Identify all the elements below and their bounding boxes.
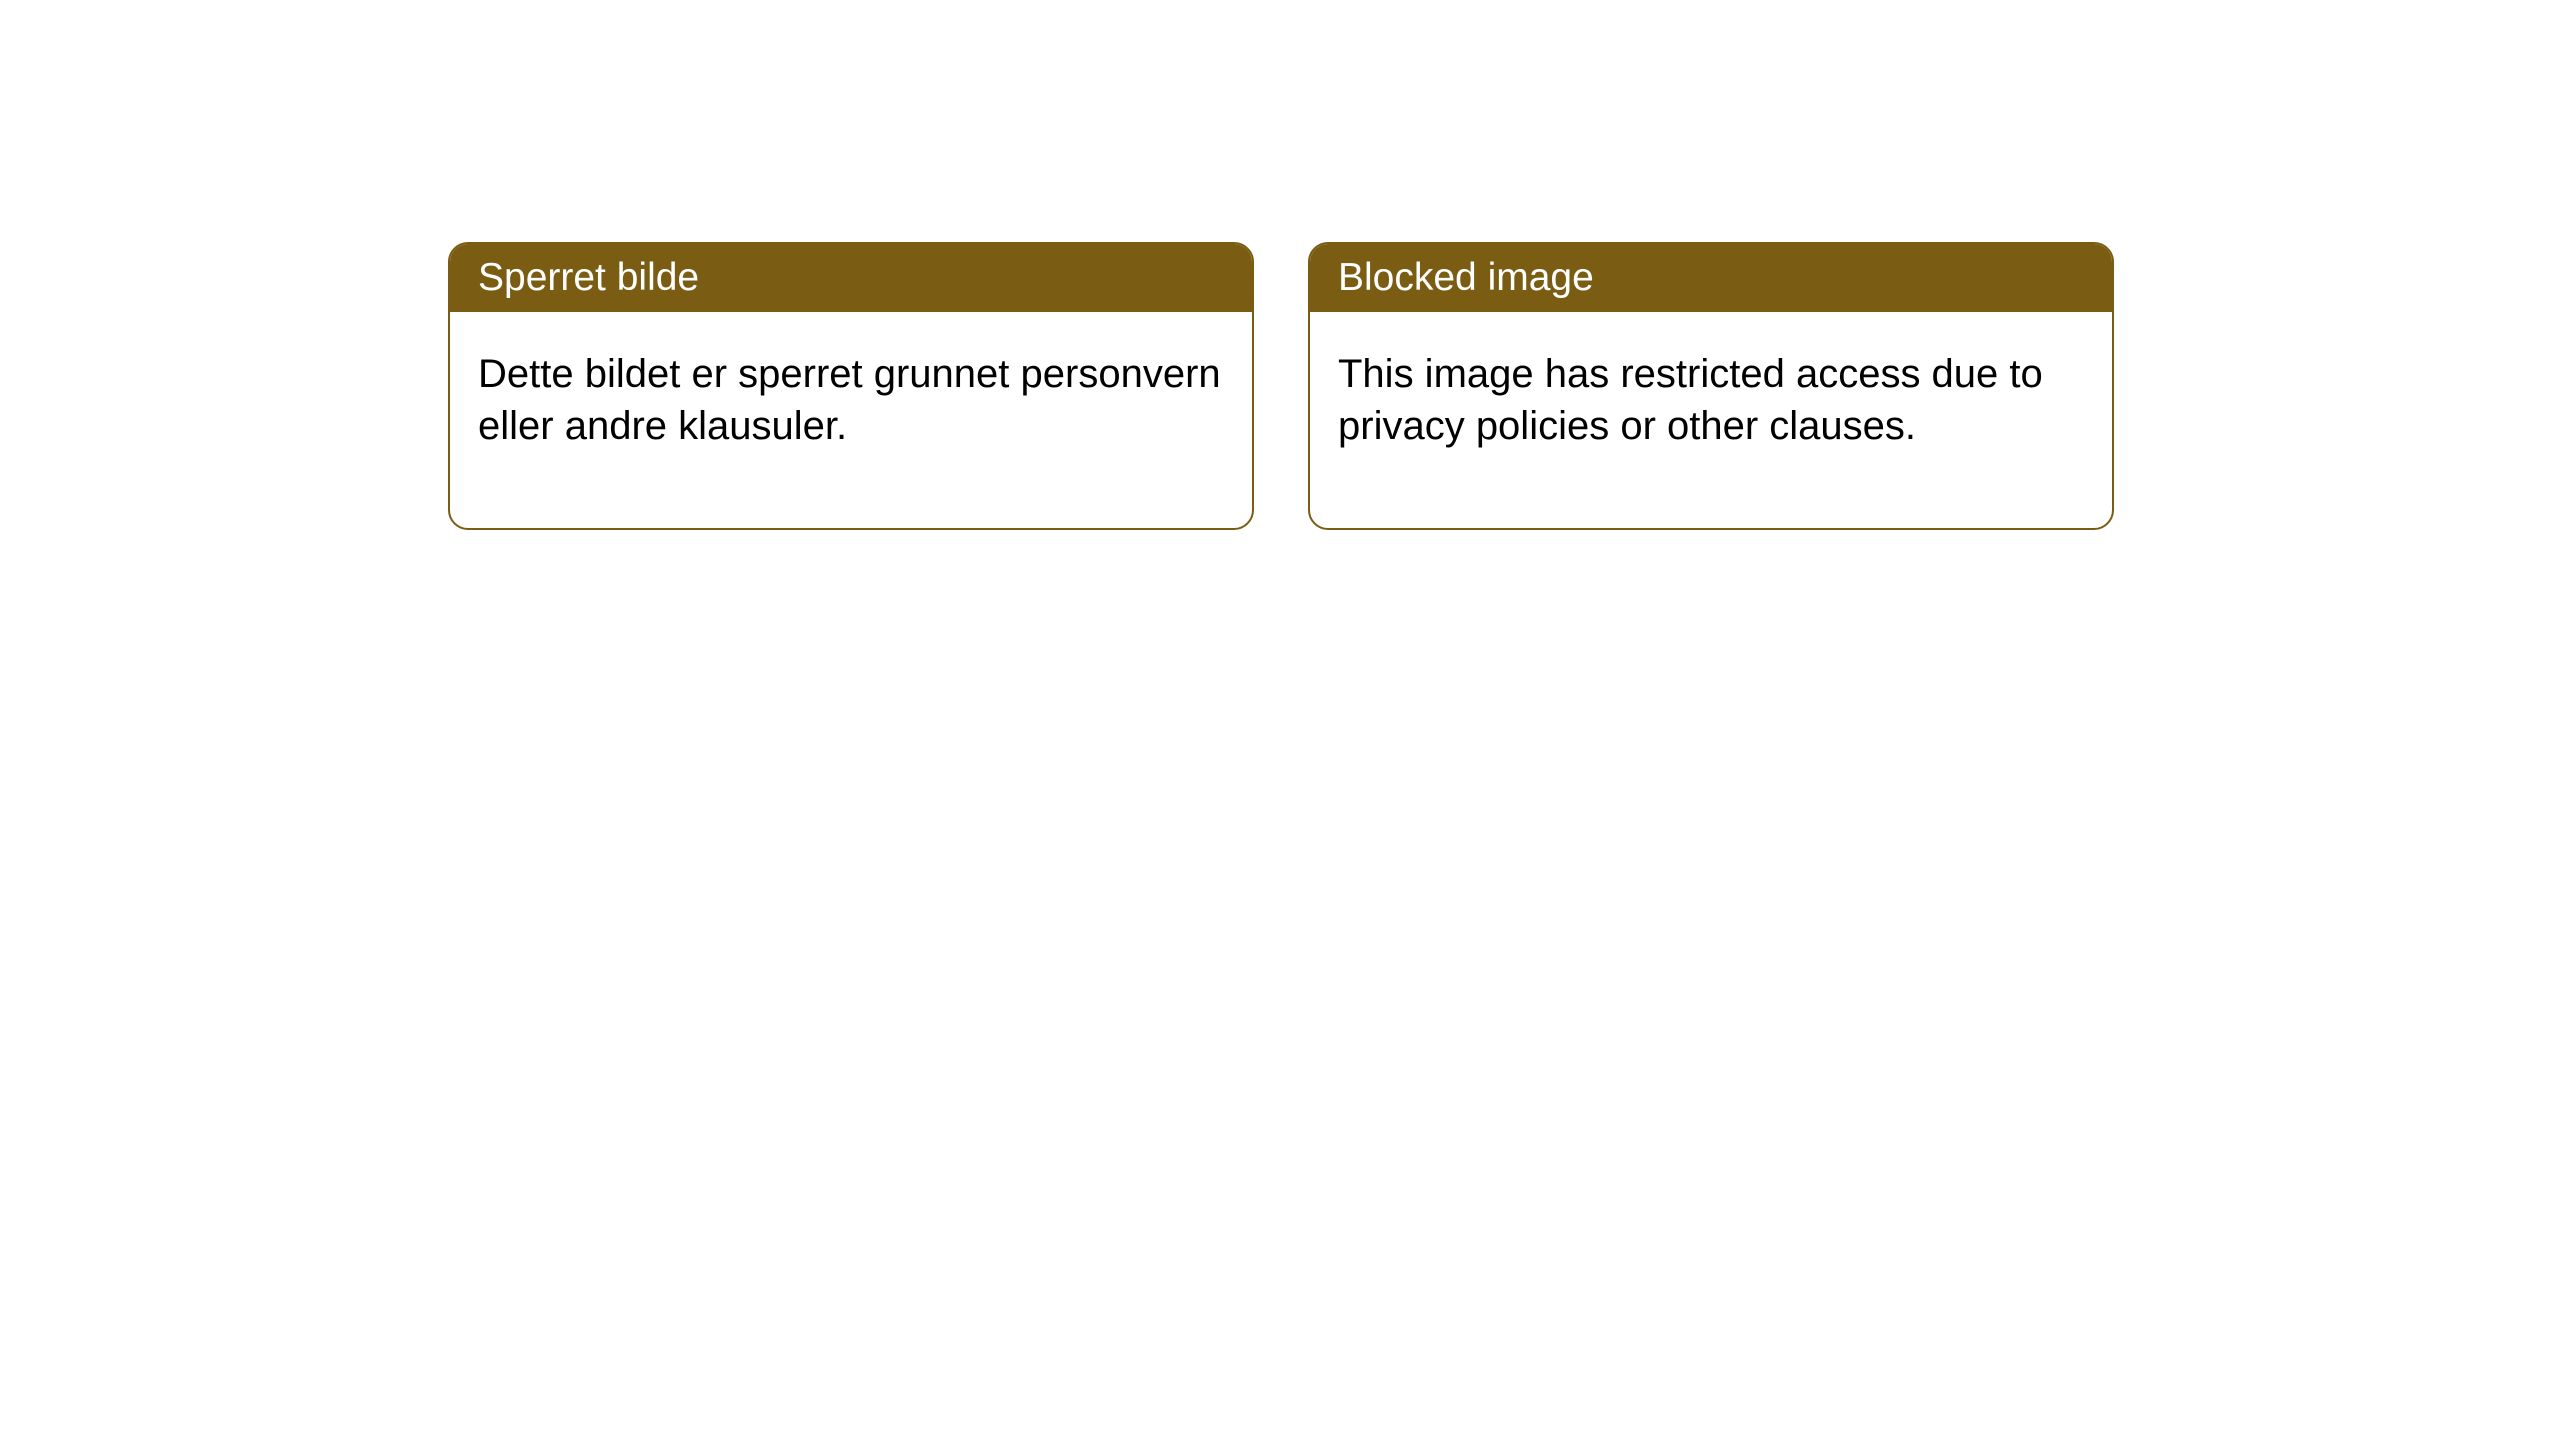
notice-card-title: Blocked image <box>1310 244 2112 312</box>
notice-card-english: Blocked image This image has restricted … <box>1308 242 2114 530</box>
notice-card-body: This image has restricted access due to … <box>1310 312 2112 528</box>
notice-card-title: Sperret bilde <box>450 244 1252 312</box>
notice-container: Sperret bilde Dette bildet er sperret gr… <box>0 0 2560 530</box>
notice-card-norwegian: Sperret bilde Dette bildet er sperret gr… <box>448 242 1254 530</box>
notice-card-body: Dette bildet er sperret grunnet personve… <box>450 312 1252 528</box>
